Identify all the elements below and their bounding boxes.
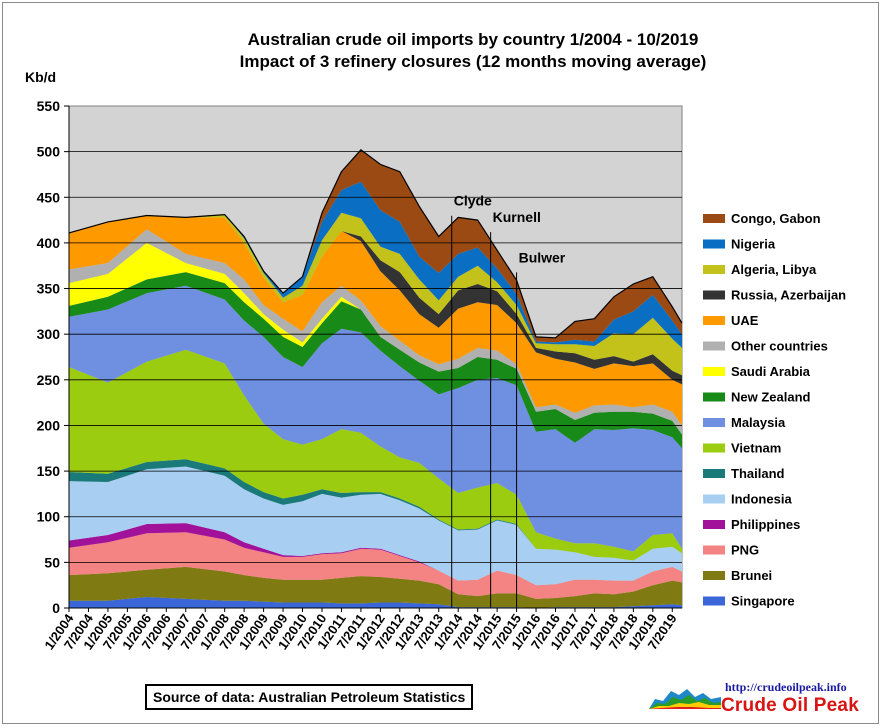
area-uae	[69, 215, 682, 426]
area-new-zealand	[69, 272, 682, 449]
legend-label-vietnam: Vietnam	[731, 441, 781, 456]
y-axis-label: Kb/d	[25, 69, 56, 85]
legend-swatch-saudi-arabia	[703, 367, 725, 376]
y-tick-label: 200	[37, 417, 61, 433]
legend-label-nigeria: Nigeria	[731, 237, 776, 252]
legend-label-brunei: Brunei	[731, 568, 772, 583]
area-congo-gabon	[69, 149, 682, 343]
chart-title: Australian crude oil imports by country …	[247, 30, 699, 49]
legend-label-malaysia: Malaysia	[731, 415, 786, 430]
legend-swatch-nigeria	[703, 239, 725, 249]
y-tick-label: 150	[37, 463, 61, 479]
y-tick-label: 250	[37, 372, 61, 388]
legend-swatch-russia-azerbaijan	[703, 290, 725, 300]
legend-swatch-philippines	[703, 520, 725, 529]
y-tick-label: 500	[37, 144, 61, 160]
y-tick-label: 300	[37, 326, 61, 342]
closure-label-kurnell: Kurnell	[493, 209, 541, 225]
area-indonesia	[69, 466, 682, 586]
area-algeria-libya	[69, 212, 682, 376]
closure-label-clyde: Clyde	[454, 193, 492, 209]
legend-label-thailand: Thailand	[731, 466, 785, 481]
legend-swatch-vietnam	[703, 443, 725, 453]
legend-label-other-countries: Other countries	[731, 339, 828, 354]
legend-swatch-congo-gabon	[703, 214, 725, 223]
y-tick-label: 550	[37, 98, 61, 114]
legend-label-russia-azerbaijan: Russia, Azerbaijan	[731, 288, 846, 303]
area-thailand	[69, 459, 682, 561]
stacked-area-chart: 050100150200250300350400450500550Kb/d1/2…	[25, 69, 846, 652]
area-singapore	[69, 597, 682, 608]
y-tick-label: 350	[37, 281, 61, 297]
area-nigeria	[69, 181, 682, 348]
area-malaysia	[69, 285, 682, 552]
legend-swatch-algeria-libya	[703, 265, 725, 274]
y-tick-label: 50	[44, 554, 60, 570]
legend-label-indonesia: Indonesia	[731, 492, 792, 507]
legend-swatch-png	[703, 545, 725, 555]
logo-name: Crude Oil Peak	[721, 695, 859, 716]
chart-subtitle: Impact of 3 refinery closures (12 months…	[239, 52, 707, 71]
legend-label-uae: UAE	[731, 313, 759, 328]
legend-label-new-zealand: New Zealand	[731, 390, 811, 405]
legend-label-philippines: Philippines	[731, 517, 800, 532]
crude-oil-peak-logo-icon	[649, 689, 721, 709]
y-tick-label: 450	[37, 189, 61, 205]
y-tick-label: 400	[37, 235, 61, 251]
y-tick-label: 100	[37, 509, 61, 525]
legend-label-saudi-arabia: Saudi Arabia	[731, 364, 811, 379]
area-png	[69, 532, 682, 599]
legend-swatch-thailand	[703, 469, 725, 478]
legend-swatch-uae	[703, 316, 725, 325]
closure-label-bulwer: Bulwer	[519, 249, 566, 265]
legend-swatch-malaysia	[703, 418, 725, 427]
logo-url[interactable]: http://crudeoilpeak.info	[725, 680, 847, 694]
area-brunei	[69, 566, 682, 608]
area-saudi-arabia	[69, 242, 682, 435]
legend-swatch-indonesia	[703, 494, 725, 504]
total-outline	[68, 148, 683, 339]
legend-swatch-brunei	[703, 571, 725, 580]
legend-swatch-new-zealand	[703, 392, 725, 402]
legend-label-congo-gabon: Congo, Gabon	[731, 211, 821, 226]
legend-swatch-other-countries	[703, 341, 725, 351]
legend-swatch-singapore	[703, 596, 725, 606]
area-philippines	[69, 523, 682, 586]
area-vietnam	[69, 349, 682, 561]
legend-label-singapore: Singapore	[731, 594, 795, 609]
legend-label-png: PNG	[731, 543, 759, 558]
area-other-countries	[69, 229, 682, 435]
legend-label-algeria-libya: Algeria, Libya	[731, 262, 817, 277]
y-tick-label: 0	[52, 600, 60, 616]
source-note: Source of data: Australian Petroleum Sta…	[145, 684, 474, 710]
